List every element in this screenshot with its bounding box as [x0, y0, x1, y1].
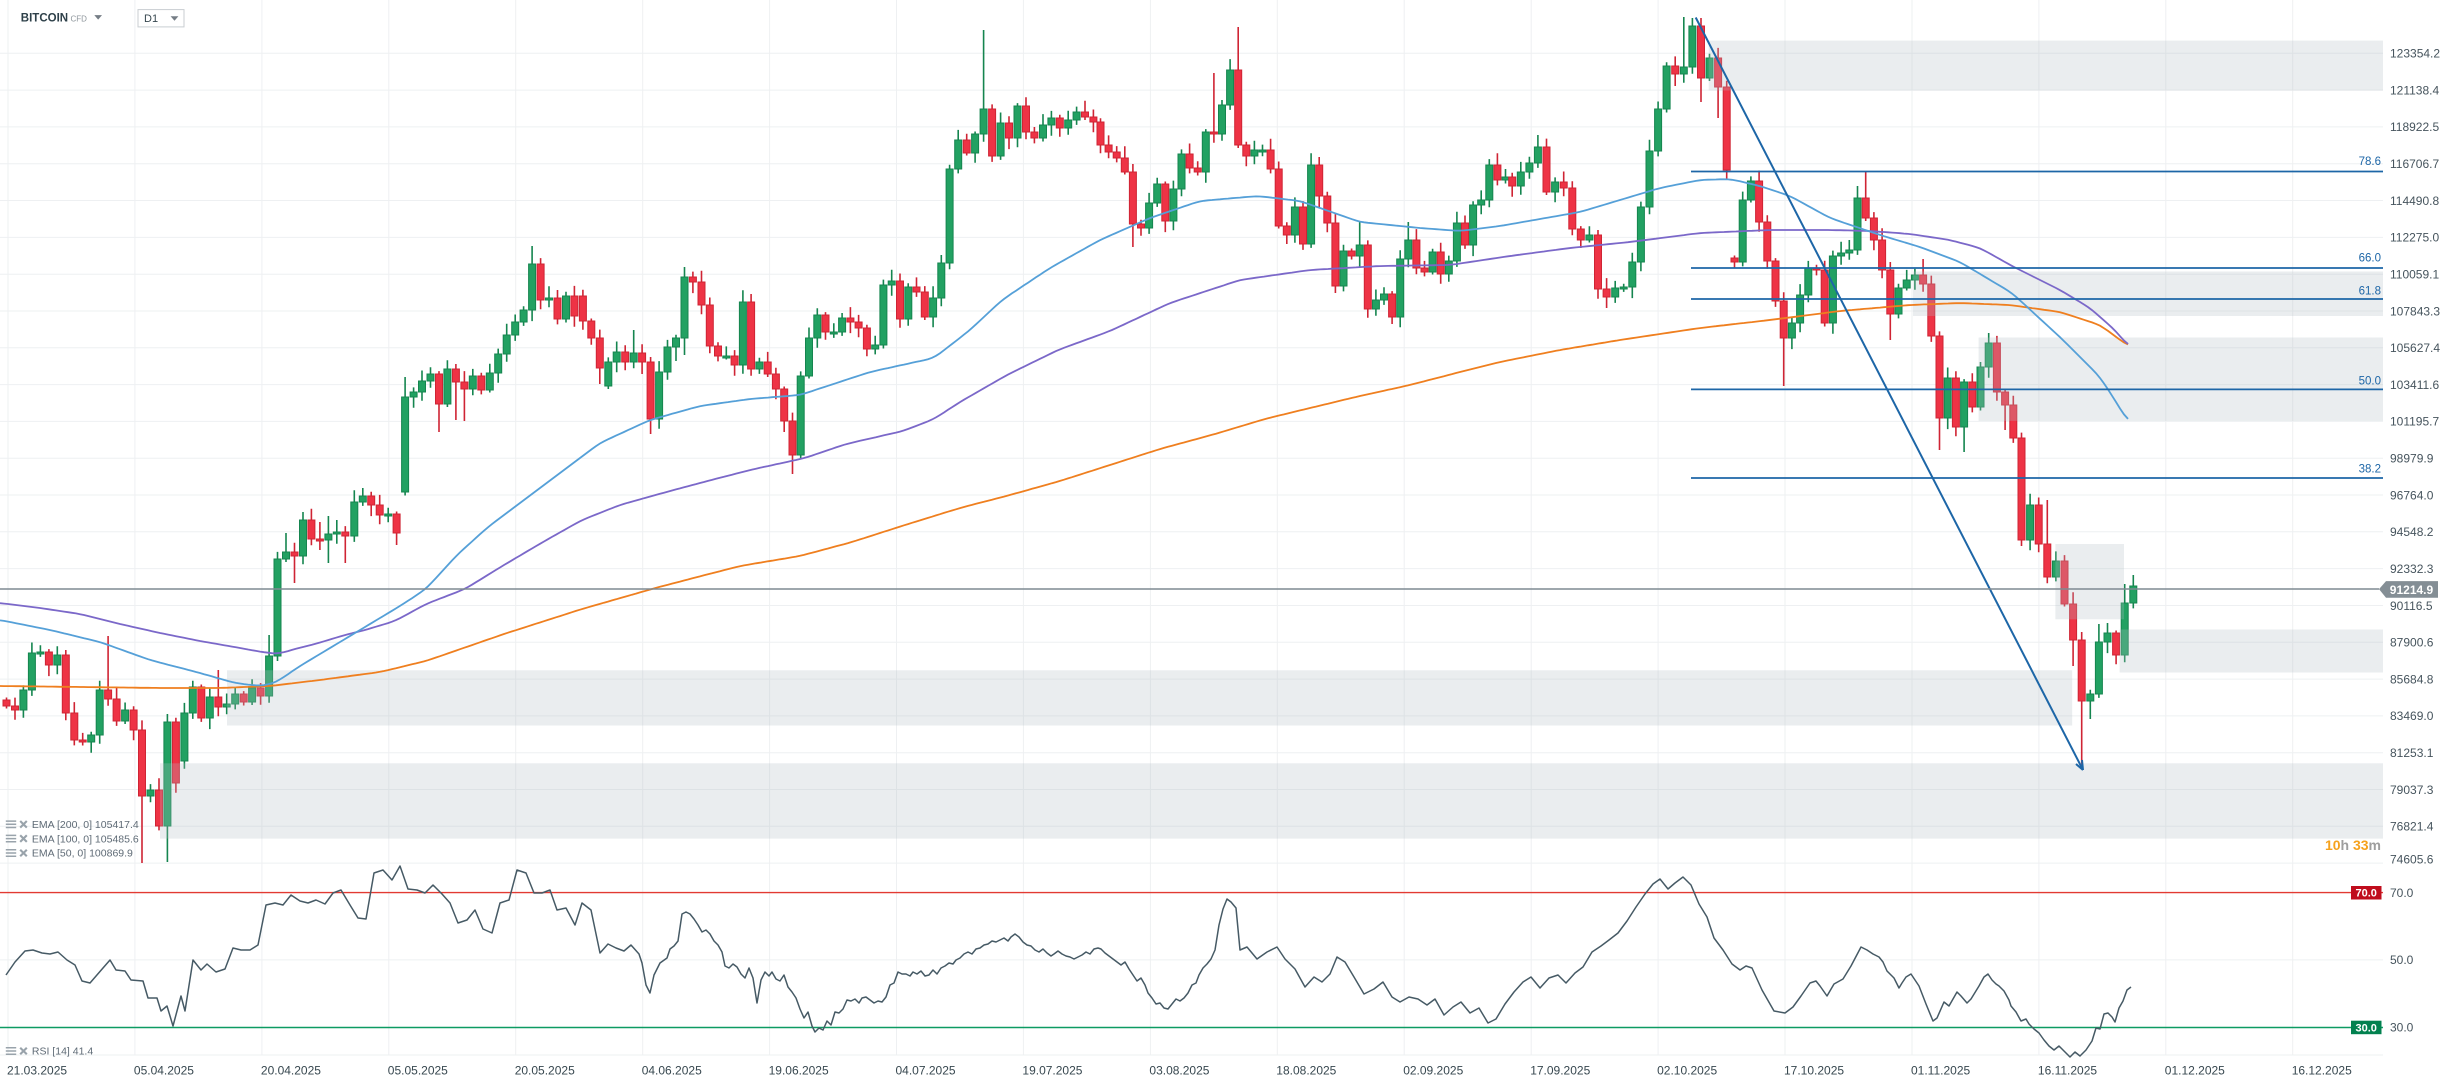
svg-text:18.08.2025: 18.08.2025 — [1276, 1064, 1336, 1078]
svg-text:87900.6: 87900.6 — [2390, 636, 2434, 650]
svg-text:20.05.2025: 20.05.2025 — [515, 1064, 575, 1078]
svg-text:EMA [50, 0] 100869.9: EMA [50, 0] 100869.9 — [32, 848, 133, 860]
svg-text:19.07.2025: 19.07.2025 — [1022, 1064, 1082, 1078]
svg-text:01.11.2025: 01.11.2025 — [1911, 1064, 1970, 1078]
svg-text:74605.6: 74605.6 — [2390, 853, 2434, 867]
svg-text:103411.6: 103411.6 — [2390, 378, 2439, 392]
svg-text:76821.4: 76821.4 — [2390, 820, 2434, 834]
svg-text:20.04.2025: 20.04.2025 — [261, 1064, 321, 1078]
svg-text:16.12.2025: 16.12.2025 — [2292, 1064, 2352, 1078]
svg-text:05.05.2025: 05.05.2025 — [388, 1064, 448, 1078]
svg-text:RSI [14] 41.4: RSI [14] 41.4 — [32, 1046, 93, 1058]
svg-text:123354.2: 123354.2 — [2390, 47, 2440, 61]
svg-text:05.04.2025: 05.04.2025 — [134, 1064, 194, 1078]
svg-text:21.03.2025: 21.03.2025 — [7, 1064, 67, 1078]
svg-text:D1: D1 — [144, 13, 158, 25]
svg-text:10h 33m: 10h 33m — [2325, 837, 2381, 853]
svg-text:04.06.2025: 04.06.2025 — [642, 1064, 702, 1078]
svg-text:110059.1: 110059.1 — [2390, 268, 2439, 282]
svg-text:01.12.2025: 01.12.2025 — [2165, 1064, 2225, 1078]
svg-text:30.0: 30.0 — [2390, 1021, 2414, 1035]
svg-text:98979.9: 98979.9 — [2390, 452, 2434, 466]
svg-text:38.2: 38.2 — [2359, 463, 2381, 475]
svg-text:114490.8: 114490.8 — [2390, 194, 2439, 208]
svg-text:78.6: 78.6 — [2359, 156, 2381, 168]
svg-text:121138.4: 121138.4 — [2390, 83, 2439, 97]
svg-text:17.10.2025: 17.10.2025 — [1784, 1064, 1844, 1078]
svg-text:118922.5: 118922.5 — [2390, 120, 2439, 134]
svg-text:83469.0: 83469.0 — [2390, 709, 2434, 723]
svg-text:96764.0: 96764.0 — [2390, 488, 2434, 502]
svg-text:50.0: 50.0 — [2359, 375, 2381, 387]
svg-text:16.11.2025: 16.11.2025 — [2038, 1064, 2097, 1078]
svg-text:105627.4: 105627.4 — [2390, 341, 2440, 355]
svg-text:70.0: 70.0 — [2390, 886, 2414, 900]
svg-text:90116.5: 90116.5 — [2390, 599, 2433, 613]
svg-text:79037.3: 79037.3 — [2390, 783, 2434, 797]
svg-text:92332.3: 92332.3 — [2390, 562, 2434, 576]
svg-text:116706.7: 116706.7 — [2390, 157, 2439, 171]
svg-text:91214.9: 91214.9 — [2390, 583, 2434, 597]
svg-text:112275.0: 112275.0 — [2390, 231, 2439, 245]
svg-text:30.0: 30.0 — [2355, 1022, 2376, 1034]
svg-text:70.0: 70.0 — [2355, 888, 2376, 900]
svg-text:66.0: 66.0 — [2359, 252, 2381, 264]
svg-text:17.09.2025: 17.09.2025 — [1530, 1064, 1590, 1078]
svg-text:CFD: CFD — [71, 15, 88, 24]
svg-text:EMA [200, 0] 105417.4: EMA [200, 0] 105417.4 — [32, 819, 139, 831]
svg-text:107843.3: 107843.3 — [2390, 304, 2440, 318]
svg-text:EMA [100, 0] 105485.6: EMA [100, 0] 105485.6 — [32, 833, 139, 845]
svg-text:101195.7: 101195.7 — [2390, 415, 2439, 429]
svg-text:BITCOIN: BITCOIN — [21, 13, 68, 25]
svg-text:94548.2: 94548.2 — [2390, 525, 2434, 539]
svg-text:19.06.2025: 19.06.2025 — [769, 1064, 829, 1078]
svg-text:02.09.2025: 02.09.2025 — [1403, 1064, 1463, 1078]
svg-text:04.07.2025: 04.07.2025 — [896, 1064, 956, 1078]
svg-text:85684.8: 85684.8 — [2390, 672, 2434, 686]
svg-text:02.10.2025: 02.10.2025 — [1657, 1064, 1717, 1078]
svg-text:50.0: 50.0 — [2390, 953, 2414, 967]
svg-text:03.08.2025: 03.08.2025 — [1149, 1064, 1209, 1078]
svg-text:61.8: 61.8 — [2359, 286, 2381, 298]
svg-text:81253.1: 81253.1 — [2390, 746, 2434, 760]
